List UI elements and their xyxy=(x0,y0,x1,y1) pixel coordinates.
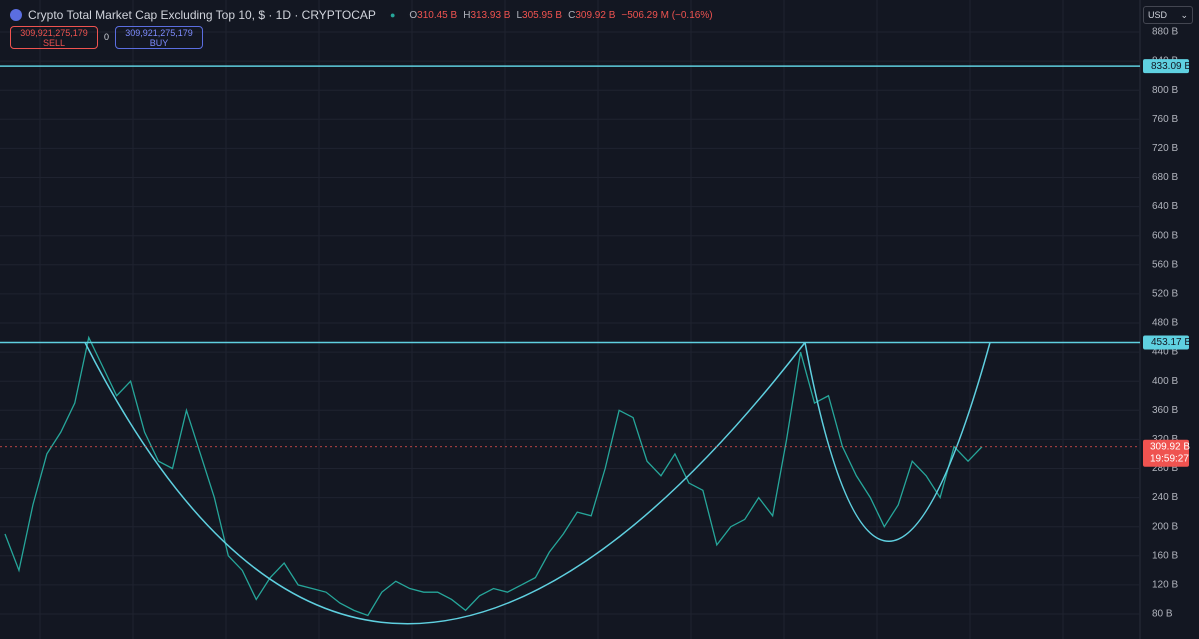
y-tick-label: 280 B xyxy=(1152,463,1178,474)
countdown: 19:59:27 xyxy=(1150,453,1189,464)
y-tick-label: 320 B xyxy=(1152,434,1178,445)
y-tick-label: 360 B xyxy=(1152,405,1178,416)
y-tick-label: 720 B xyxy=(1152,143,1178,154)
ohlc-item: O310.45 B xyxy=(409,10,457,21)
currency-select[interactable]: USD ⌄ xyxy=(1143,6,1193,24)
ohlc: O310.45 B H313.93 B L305.95 B C309.92 B −506… xyxy=(409,10,712,21)
y-tick-label: 80 B xyxy=(1152,609,1173,620)
ohlc-value: 309.92 B xyxy=(575,9,616,21)
sell-price: 309,921,275,179 xyxy=(20,28,88,38)
price-line xyxy=(4,335,983,617)
ohlc-item: H313.93 B xyxy=(463,10,510,21)
level-tag xyxy=(1143,59,1189,74)
y-tick-label: 880 B xyxy=(1152,27,1178,38)
symbol-icon xyxy=(10,9,22,21)
y-tick-label: 400 B xyxy=(1152,376,1178,387)
buy-label: BUY xyxy=(149,38,169,48)
y-tick-label: 160 B xyxy=(1152,550,1178,561)
y-tick-label: 520 B xyxy=(1152,289,1178,300)
y-tick-label: 200 B xyxy=(1152,521,1178,532)
y-tick-label: 240 B xyxy=(1152,492,1178,503)
ohlc-value: 305.95 B xyxy=(522,9,563,21)
header: Crypto Total Market Cap Excluding Top 10… xyxy=(10,8,713,22)
y-tick-label: 600 B xyxy=(1152,230,1178,241)
currency: USD xyxy=(1148,10,1168,20)
title: Crypto Total Market Cap Excluding Top 10… xyxy=(28,8,376,22)
y-tick-label: 640 B xyxy=(1152,201,1178,212)
level-label: 833.09 B xyxy=(1151,61,1191,72)
y-tick-label: 120 B xyxy=(1152,580,1178,591)
level-tag xyxy=(1143,335,1189,350)
sell-label: SELL xyxy=(42,38,66,48)
cup-drawing xyxy=(84,342,806,625)
buy-button[interactable]: 309,921,275,179 BUY xyxy=(115,26,203,49)
change: −506.29 M (−0.16%) xyxy=(621,9,713,21)
y-tick-label: 760 B xyxy=(1152,114,1178,125)
ohlc-item: C309.92 B xyxy=(568,10,615,21)
level-label: 453.17 B xyxy=(1151,337,1191,348)
handle-drawing xyxy=(804,342,991,542)
ohlc-key: L xyxy=(516,9,523,21)
y-tick-label: 480 B xyxy=(1152,318,1178,329)
ohlc-key: O xyxy=(409,9,418,21)
y-tick-label: 560 B xyxy=(1152,259,1178,270)
last-price-tag xyxy=(1143,439,1189,467)
y-tick-label: 440 B xyxy=(1152,347,1178,358)
ohlc-key: C xyxy=(568,9,576,21)
y-tick-label: 800 B xyxy=(1152,85,1178,96)
status-dot: ● xyxy=(389,10,396,20)
ohlc-value: 310.45 B xyxy=(417,9,458,21)
sell-button[interactable]: 309,921,275,179 SELL xyxy=(10,26,98,49)
ohlc-key: H xyxy=(463,9,471,21)
buy-price: 309,921,275,179 xyxy=(125,28,193,38)
ohlc-item: L305.95 B xyxy=(516,10,562,21)
last-price-label: 309.92 B xyxy=(1150,441,1190,452)
y-tick-label: 680 B xyxy=(1152,172,1178,183)
ohlc-value: 313.93 B xyxy=(470,9,511,21)
spread: 0 xyxy=(104,32,110,42)
